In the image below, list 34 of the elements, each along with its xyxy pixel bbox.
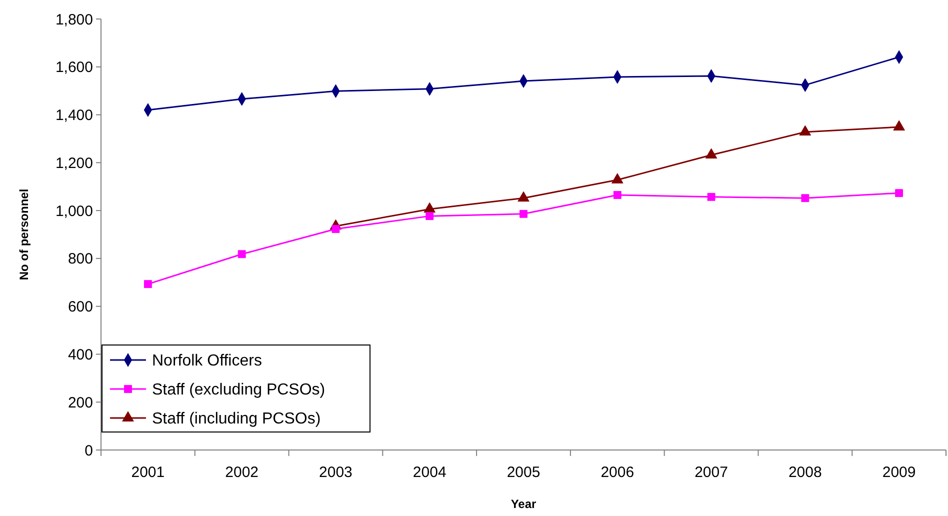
x-tick-label: 2007 (694, 464, 728, 481)
point (238, 250, 246, 258)
point (613, 191, 622, 199)
y-tick-label: 400 (68, 346, 93, 364)
x-axis-title: Year (510, 497, 537, 511)
point (895, 189, 904, 198)
x-tick-label: 2005 (506, 464, 540, 481)
legend-label: Staff (excluding PCSOs) (152, 382, 326, 399)
point (799, 125, 812, 136)
x-tick-label: 2006 (600, 464, 634, 481)
y-tick-label: 1,800 (55, 11, 93, 28)
legend-label: Staff (including PCSOs) (152, 410, 321, 428)
y-tick-label: 200 (68, 394, 93, 412)
x-tick-label: 2004 (412, 464, 446, 481)
x-tick-label: 2003 (319, 464, 352, 481)
point (705, 148, 718, 159)
x-tick-label: 2002 (225, 464, 259, 481)
x-tick-label: 2009 (882, 464, 916, 481)
y-tick-label: 800 (68, 250, 93, 268)
y-tick-label: 1,400 (55, 107, 93, 124)
y-axis-title: No of personnel (17, 188, 31, 280)
y-tick-label: 600 (68, 298, 93, 316)
legend-label: Norfolk Officers (152, 352, 262, 370)
point (707, 192, 716, 201)
y-tick-label: 1,000 (55, 202, 93, 220)
y-tick-label: 0 (84, 442, 93, 460)
y-tick-label: 1,600 (55, 59, 93, 76)
y-tick-label: 1,200 (55, 154, 93, 172)
point (144, 280, 152, 288)
point (426, 212, 434, 220)
x-tick-label: 2001 (131, 464, 165, 481)
point (801, 194, 810, 202)
x-tick-label: 2008 (788, 464, 822, 481)
point (520, 210, 528, 218)
